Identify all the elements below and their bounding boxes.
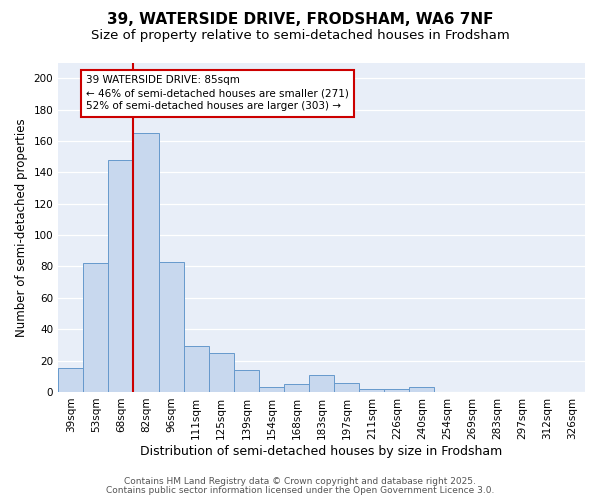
Bar [109, 160, 133, 392]
Bar [259, 388, 284, 392]
Bar [309, 374, 334, 392]
Bar [209, 352, 234, 392]
Bar [234, 370, 259, 392]
Bar [284, 384, 309, 392]
Y-axis label: Number of semi-detached properties: Number of semi-detached properties [15, 118, 28, 336]
Bar [58, 368, 83, 392]
Text: Contains public sector information licensed under the Open Government Licence 3.: Contains public sector information licen… [106, 486, 494, 495]
Text: Contains HM Land Registry data © Crown copyright and database right 2025.: Contains HM Land Registry data © Crown c… [124, 477, 476, 486]
Bar [409, 388, 434, 392]
Bar [334, 382, 359, 392]
Bar [184, 346, 209, 392]
Bar [158, 262, 184, 392]
Text: Size of property relative to semi-detached houses in Frodsham: Size of property relative to semi-detach… [91, 29, 509, 42]
Text: 39 WATERSIDE DRIVE: 85sqm
← 46% of semi-detached houses are smaller (271)
52% of: 39 WATERSIDE DRIVE: 85sqm ← 46% of semi-… [86, 75, 349, 112]
Bar [359, 389, 385, 392]
Text: 39, WATERSIDE DRIVE, FRODSHAM, WA6 7NF: 39, WATERSIDE DRIVE, FRODSHAM, WA6 7NF [107, 12, 493, 28]
Bar [385, 389, 409, 392]
Bar [83, 264, 109, 392]
X-axis label: Distribution of semi-detached houses by size in Frodsham: Distribution of semi-detached houses by … [140, 444, 503, 458]
Bar [133, 133, 158, 392]
